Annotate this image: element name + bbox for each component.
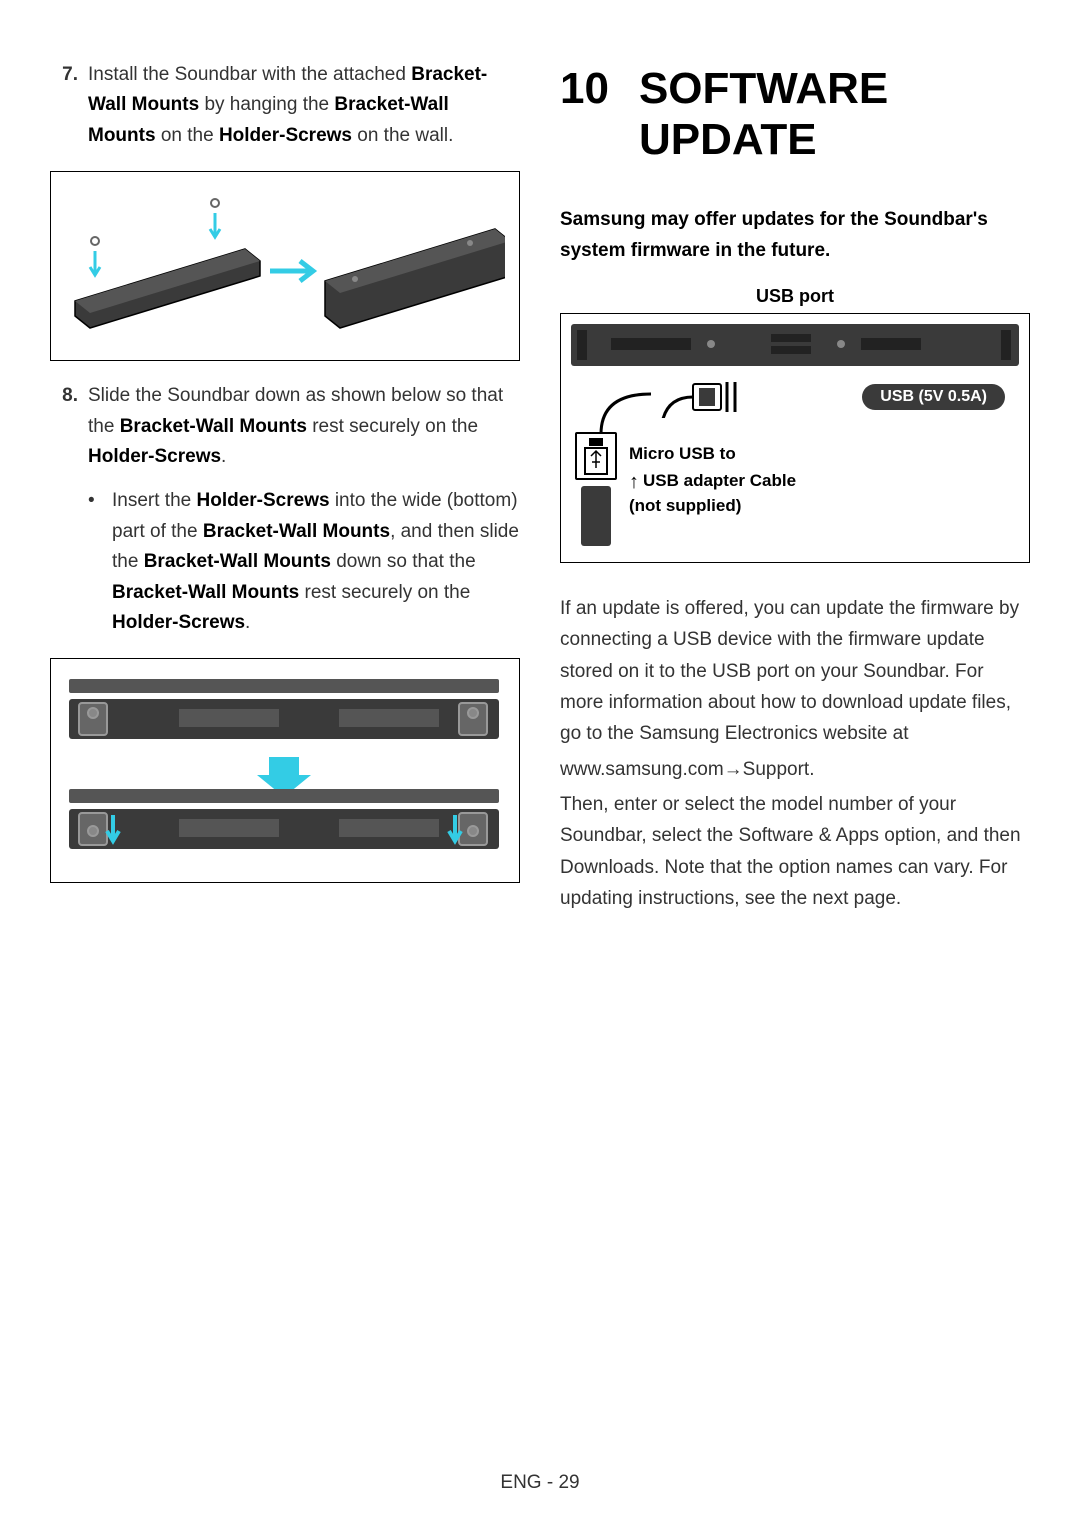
step-7: 7. Install the Soundbar with the attache… — [50, 60, 520, 151]
step-7-number: 7. — [50, 60, 78, 151]
cable-label-line3: (not supplied) — [629, 494, 796, 518]
usb-plug-icon — [651, 376, 931, 418]
diagram-slide-soundbar — [50, 658, 520, 883]
step-8-bullet: • Insert the Holder-Screws into the wide… — [88, 486, 520, 638]
step-8-bullet-text: Insert the Holder-Screws into the wide (… — [112, 486, 520, 638]
cable-label-line2: ↑USB adapter Cable — [629, 466, 796, 494]
cable-label-line1: Micro USB to — [629, 442, 796, 466]
hang-svg — [65, 181, 505, 351]
usb-drive-body-icon — [581, 486, 611, 546]
body-paragraph-2: www.samsung.com→Support. — [560, 754, 1030, 785]
soundbar-rear-icon — [571, 324, 1019, 366]
section-title: SOFTWARE UPDATE — [639, 64, 1030, 165]
cable-labels: Micro USB to ↑USB adapter Cable (not sup… — [629, 442, 796, 518]
usb-drive-icon — [575, 432, 617, 480]
body-paragraph-3: Then, enter or select the model number o… — [560, 789, 1030, 914]
usb-diagram: USB (5V 0.5A) Micro USB to ↑USB adapter … — [560, 313, 1030, 563]
intro-text: Samsung may offer updates for the Soundb… — [560, 205, 1030, 266]
page-footer: ENG - 29 — [0, 1472, 1080, 1494]
body-paragraph-1: If an update is offered, you can update … — [560, 593, 1030, 750]
slide-svg — [59, 669, 509, 869]
step-7-text: Install the Soundbar with the attached B… — [88, 60, 520, 151]
section-number: 10 — [560, 65, 609, 113]
section-header: 10 SOFTWARE UPDATE — [560, 64, 1030, 165]
diagram-hang-soundbar — [50, 171, 520, 361]
bullet-dot-icon: • — [88, 486, 102, 638]
step-8: 8. Slide the Soundbar down as shown belo… — [50, 381, 520, 472]
up-arrow-icon: ↑ — [629, 468, 639, 496]
usb-port-label: USB port — [560, 286, 1030, 307]
step-8-number: 8. — [50, 381, 78, 472]
step-8-text: Slide the Soundbar down as shown below s… — [88, 381, 520, 472]
